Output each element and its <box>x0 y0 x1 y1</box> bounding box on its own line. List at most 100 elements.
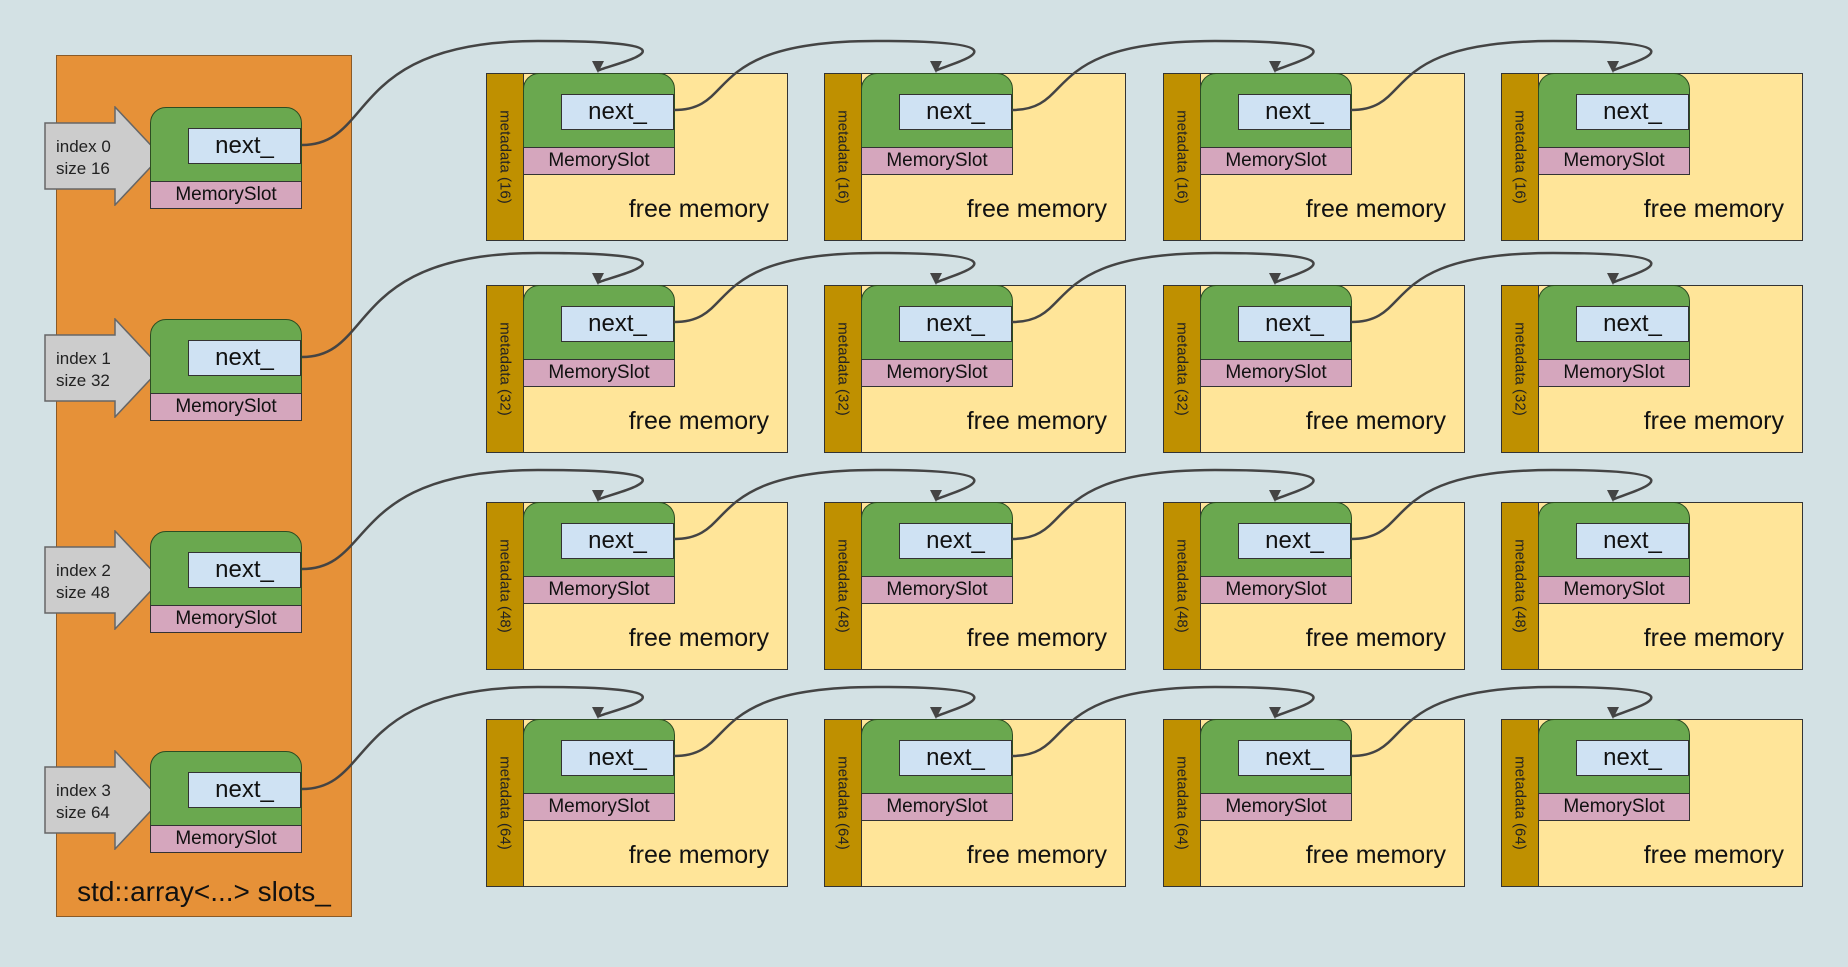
memory-slot-body: next_ <box>1200 502 1352 578</box>
memory-block: metadata (16) next_ MemorySlot free memory <box>1501 73 1803 241</box>
memory-block: metadata (32) next_ MemorySlot free memory <box>486 285 788 453</box>
index-size-label: index 1 size 32 <box>56 348 111 392</box>
memory-slot-body: next_ <box>861 502 1013 578</box>
metadata-header: metadata (64) <box>487 720 524 886</box>
size-label-text: size 64 <box>56 803 110 822</box>
memory-block: metadata (16) next_ MemorySlot free memory <box>1163 73 1465 241</box>
metadata-header: metadata (32) <box>487 286 524 452</box>
metadata-label: metadata (32) <box>1511 322 1529 416</box>
block-memory-slot: next_ MemorySlot <box>1538 285 1690 389</box>
memory-slot-body: next_ <box>150 319 302 395</box>
size-label-text: size 32 <box>56 371 110 390</box>
metadata-label: metadata (16) <box>496 110 514 204</box>
metadata-header: metadata (32) <box>825 286 862 452</box>
memory-block: metadata (64) next_ MemorySlot free memory <box>486 719 788 887</box>
metadata-header: metadata (16) <box>1164 74 1201 240</box>
metadata-label: metadata (64) <box>1173 756 1191 850</box>
metadata-label: metadata (64) <box>496 756 514 850</box>
free-memory-label: free memory <box>1305 407 1446 435</box>
free-memory-label: free memory <box>628 841 769 869</box>
memory-slot-body: next_ <box>1538 719 1690 795</box>
free-memory-label: free memory <box>1643 407 1784 435</box>
block-memory-slot: next_ MemorySlot <box>861 285 1013 389</box>
free-memory-label: free memory <box>966 407 1107 435</box>
metadata-header: metadata (64) <box>825 720 862 886</box>
memory-slot-body: next_ <box>1200 285 1352 361</box>
index-label-text: index 3 <box>56 781 111 800</box>
metadata-label: metadata (64) <box>834 756 852 850</box>
memory-block: metadata (32) next_ MemorySlot free memory <box>1501 285 1803 453</box>
size-label-text: size 48 <box>56 583 110 602</box>
memory-slot-body: next_ <box>1200 719 1352 795</box>
memory-block: metadata (48) next_ MemorySlot free memory <box>824 502 1126 670</box>
memory-slot-body: next_ <box>1200 73 1352 149</box>
block-memory-slot: next_ MemorySlot <box>523 502 675 606</box>
memory-slot-type-label: MemorySlot <box>861 576 1013 604</box>
memory-block: metadata (16) next_ MemorySlot free memory <box>486 73 788 241</box>
memory-slot-body: next_ <box>523 719 675 795</box>
free-memory-label: free memory <box>966 841 1107 869</box>
free-memory-label: free memory <box>628 624 769 652</box>
memory-slot-body: next_ <box>150 751 302 827</box>
memory-slot-body: next_ <box>1538 285 1690 361</box>
next-pointer-field: next_ <box>188 128 301 164</box>
memory-slot-type-label: MemorySlot <box>1200 147 1352 175</box>
memory-slot-body: next_ <box>1538 73 1690 149</box>
block-memory-slot: next_ MemorySlot <box>1538 719 1690 823</box>
block-memory-slot: next_ MemorySlot <box>861 719 1013 823</box>
free-memory-label: free memory <box>1305 624 1446 652</box>
memory-slot-type-label: MemorySlot <box>1200 576 1352 604</box>
next-pointer-field: next_ <box>1238 523 1351 559</box>
next-pointer-field: next_ <box>188 552 301 588</box>
memory-slot-body: next_ <box>861 73 1013 149</box>
index-size-label: index 3 size 64 <box>56 780 111 824</box>
memory-slot-type-label: MemorySlot <box>1538 576 1690 604</box>
memory-slot-type-label: MemorySlot <box>1538 147 1690 175</box>
next-pointer-field: next_ <box>899 740 1012 776</box>
memory-slot-type-label: MemorySlot <box>150 825 302 853</box>
metadata-header: metadata (16) <box>487 74 524 240</box>
metadata-label: metadata (16) <box>834 110 852 204</box>
metadata-label: metadata (16) <box>1173 110 1191 204</box>
next-pointer-field: next_ <box>188 340 301 376</box>
slots-head-0: next_ MemorySlot <box>150 107 302 211</box>
index-label-text: index 0 <box>56 137 111 156</box>
metadata-label: metadata (64) <box>1511 756 1529 850</box>
free-memory-label: free memory <box>1643 624 1784 652</box>
next-pointer-field: next_ <box>899 306 1012 342</box>
memory-slot-type-label: MemorySlot <box>1538 359 1690 387</box>
block-memory-slot: next_ MemorySlot <box>1200 502 1352 606</box>
memory-slot-body: next_ <box>523 502 675 578</box>
next-pointer-field: next_ <box>1576 523 1689 559</box>
memory-block: metadata (48) next_ MemorySlot free memory <box>1163 502 1465 670</box>
metadata-header: metadata (48) <box>1502 503 1539 669</box>
metadata-label: metadata (48) <box>496 539 514 633</box>
size-label-text: size 16 <box>56 159 110 178</box>
metadata-header: metadata (32) <box>1164 286 1201 452</box>
next-pointer-field: next_ <box>899 94 1012 130</box>
memory-block: metadata (64) next_ MemorySlot free memory <box>1163 719 1465 887</box>
block-memory-slot: next_ MemorySlot <box>1200 285 1352 389</box>
index-arrow-0: index 0 size 16 <box>44 106 162 206</box>
next-pointer-field: next_ <box>1576 94 1689 130</box>
memory-block: metadata (48) next_ MemorySlot free memory <box>1501 502 1803 670</box>
memory-slot-type-label: MemorySlot <box>1200 793 1352 821</box>
next-pointer-field: next_ <box>561 306 674 342</box>
memory-slot-type-label: MemorySlot <box>523 359 675 387</box>
memory-slot-type-label: MemorySlot <box>150 605 302 633</box>
metadata-header: metadata (64) <box>1164 720 1201 886</box>
memory-slot-type-label: MemorySlot <box>1200 359 1352 387</box>
metadata-header: metadata (48) <box>487 503 524 669</box>
next-pointer-field: next_ <box>1576 740 1689 776</box>
metadata-label: metadata (32) <box>1173 322 1191 416</box>
metadata-header: metadata (16) <box>1502 74 1539 240</box>
block-memory-slot: next_ MemorySlot <box>523 719 675 823</box>
block-memory-slot: next_ MemorySlot <box>1200 719 1352 823</box>
metadata-label: metadata (48) <box>1173 539 1191 633</box>
metadata-label: metadata (48) <box>834 539 852 633</box>
memory-slot-body: next_ <box>861 719 1013 795</box>
metadata-label: metadata (32) <box>496 322 514 416</box>
free-memory-label: free memory <box>1305 841 1446 869</box>
metadata-header: metadata (48) <box>825 503 862 669</box>
